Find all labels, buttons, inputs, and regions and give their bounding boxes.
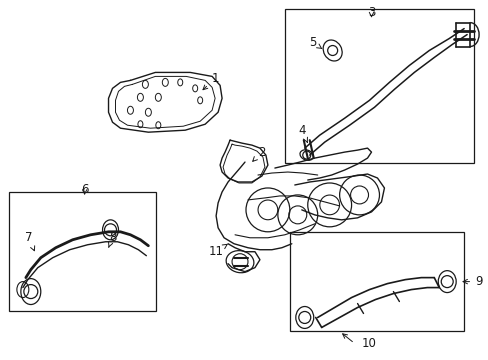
Text: 8: 8 xyxy=(108,231,116,247)
Text: 6: 6 xyxy=(81,184,88,197)
Text: 1: 1 xyxy=(203,72,219,90)
Text: 2: 2 xyxy=(252,145,265,161)
Bar xyxy=(285,9,473,163)
Text: 10: 10 xyxy=(361,337,376,350)
Text: 3: 3 xyxy=(367,6,374,19)
Text: 4: 4 xyxy=(297,124,307,142)
Text: 9: 9 xyxy=(462,275,482,288)
Text: 5: 5 xyxy=(308,36,321,49)
Text: 7: 7 xyxy=(25,231,35,251)
Text: 11: 11 xyxy=(208,244,227,258)
Bar xyxy=(289,232,463,332)
Bar xyxy=(9,192,156,311)
